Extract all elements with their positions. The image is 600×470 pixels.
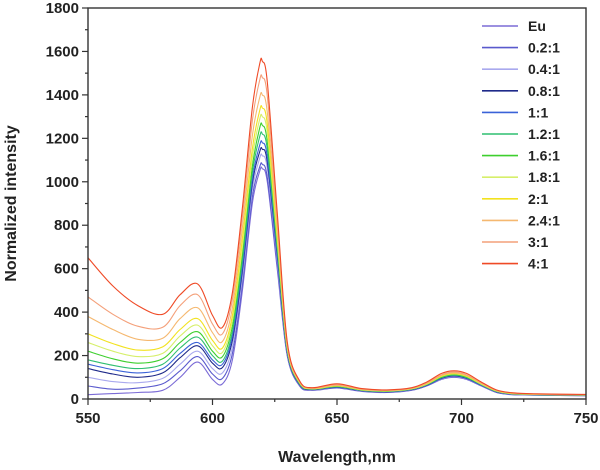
legend-item: 4:1: [482, 256, 548, 272]
legend-item: 1:1: [482, 104, 548, 120]
x-axis: 550 600 650 700 750: [75, 399, 599, 427]
y-tick-label: 200: [54, 348, 79, 365]
y-tick-label: 1600: [46, 43, 79, 60]
legend-label: 2.4:1: [528, 212, 560, 228]
legend-item: 1.2:1: [482, 126, 560, 142]
legend-label: 4:1: [528, 256, 548, 272]
plot-area: [88, 8, 586, 399]
legend-item: 1.8:1: [482, 169, 560, 185]
legend-item: 2.4:1: [482, 212, 560, 228]
legend-label: 0.4:1: [528, 61, 560, 77]
series-line-11: [88, 57, 586, 395]
y-tick-label: 0: [71, 391, 79, 408]
y-tick-label: 1000: [46, 174, 79, 191]
legend-label: 1:1: [528, 104, 548, 120]
legend-item: 2:1: [482, 191, 548, 207]
x-tick-label: 650: [324, 410, 349, 427]
legend-item: 0.4:1: [482, 61, 560, 77]
y-tick-label: 600: [54, 261, 79, 278]
x-tick-label: 550: [75, 410, 100, 427]
y-axis: 0 200 400 600 800 1000 1200 1400 1600 1800: [46, 0, 88, 408]
x-axis-title: Wavelength,nm: [278, 449, 396, 466]
legend-item: 3:1: [482, 234, 548, 250]
y-tick-label: 400: [54, 304, 79, 321]
series-lines: [88, 57, 586, 397]
y-tick-label: 1400: [46, 87, 79, 104]
legend-item: 1.6:1: [482, 148, 560, 164]
legend-label: 1.8:1: [528, 169, 560, 185]
x-tick-label: 750: [573, 410, 598, 427]
y-tick-label: 1200: [46, 130, 79, 147]
legend-label: Eu: [528, 18, 546, 34]
legend-label: 0.8:1: [528, 83, 560, 99]
legend-item: 0.8:1: [482, 83, 560, 99]
legend-label: 1.2:1: [528, 126, 560, 142]
y-tick-label: 1800: [46, 0, 79, 17]
x-tick-label: 600: [200, 410, 225, 427]
x-tick-label: 700: [449, 410, 474, 427]
legend-label: 0.2:1: [528, 40, 560, 56]
legend: Eu 0.2:1 0.4:1 0.8:1 1:1 1.2:1 1.6:1 1.8:1 2:1 2.…: [482, 18, 560, 272]
legend-label: 2:1: [528, 191, 548, 207]
legend-label: 3:1: [528, 234, 548, 250]
y-tick-label: 800: [54, 217, 79, 234]
legend-item: 0.2:1: [482, 40, 560, 56]
plot-background: [88, 8, 586, 399]
legend-item: Eu: [482, 18, 546, 34]
legend-label: 1.6:1: [528, 148, 560, 164]
y-axis-title: Normalized intensity: [3, 125, 20, 282]
